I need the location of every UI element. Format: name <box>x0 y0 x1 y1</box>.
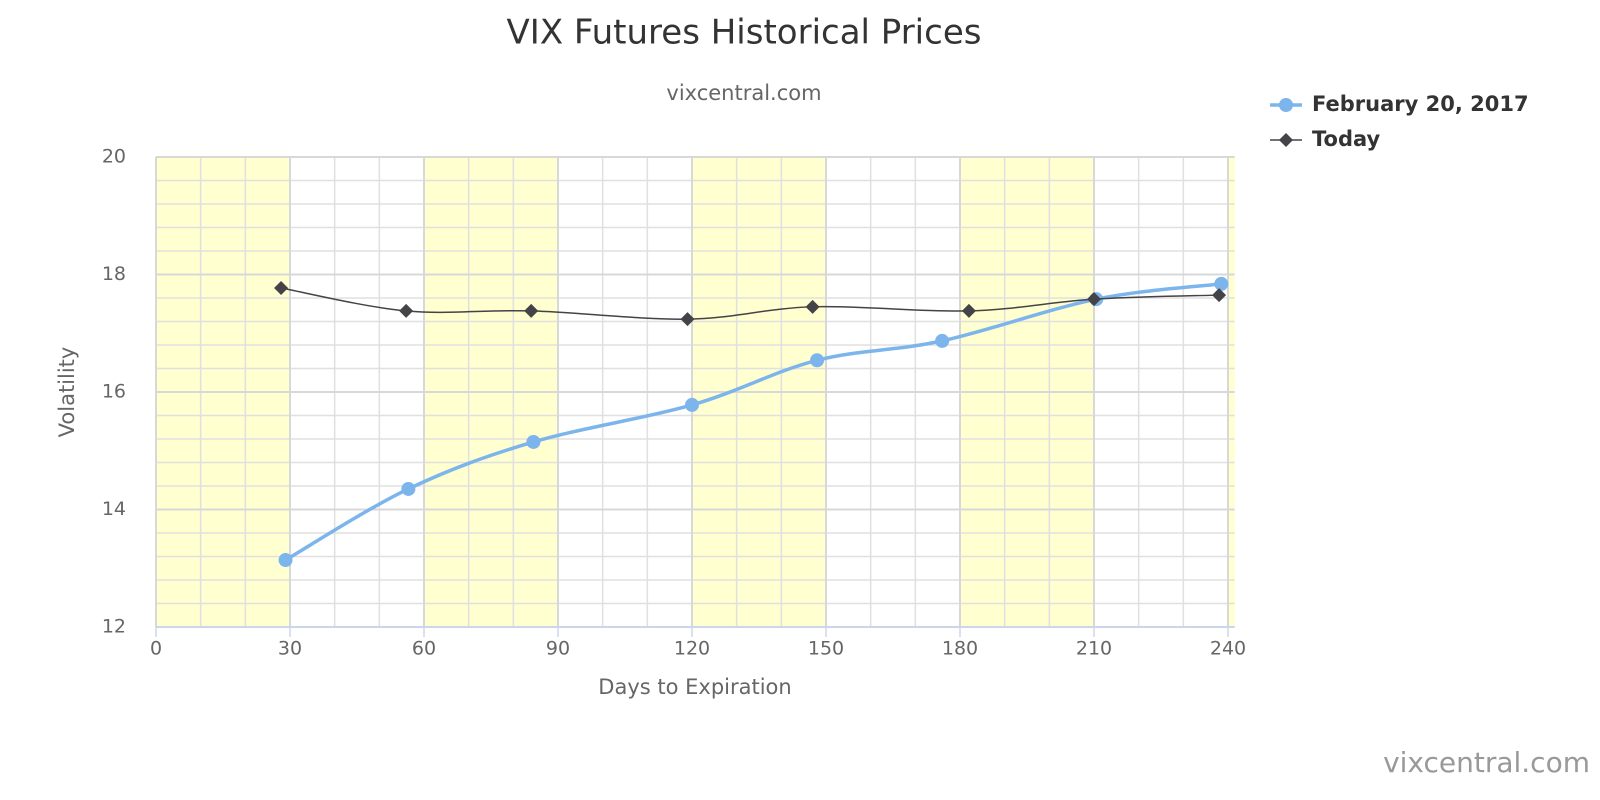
y-axis-label: Volatility <box>55 347 79 438</box>
x-tick-label: 90 <box>546 638 570 660</box>
legend-marker <box>1279 133 1293 147</box>
chart-title: VIX Futures Historical Prices <box>507 13 982 53</box>
y-tick-label: 20 <box>102 146 126 168</box>
x-tick-label: 30 <box>278 638 302 660</box>
x-tick-label: 210 <box>1076 638 1112 660</box>
marker <box>278 553 293 568</box>
x-axis-label: Days to Expiration <box>598 675 791 699</box>
marker <box>810 353 825 368</box>
x-tick-label: 240 <box>1210 638 1246 660</box>
x-tick-label: 120 <box>674 638 710 660</box>
legend-label: Today <box>1312 127 1381 151</box>
legend-label: February 20, 2017 <box>1312 92 1529 116</box>
marker <box>680 312 695 327</box>
series-line <box>280 287 1220 320</box>
marker <box>805 299 820 314</box>
chart-subtitle: vixcentral.com <box>666 81 821 105</box>
marker <box>526 434 541 449</box>
x-tick-label: 150 <box>808 638 844 660</box>
y-tick-label: 14 <box>102 498 126 520</box>
credits: vixcentral.com <box>1383 746 1590 779</box>
marker <box>1087 292 1101 307</box>
marker <box>399 303 414 318</box>
y-tick-label: 12 <box>102 616 126 638</box>
x-tick-label: 0 <box>150 638 162 660</box>
x-tick-label: 180 <box>942 638 978 660</box>
x-tick-label: 60 <box>412 638 436 660</box>
y-tick-label: 16 <box>102 381 126 403</box>
marker <box>401 481 416 496</box>
marker <box>935 333 950 348</box>
marker <box>961 303 976 318</box>
series-line <box>284 282 1222 562</box>
marker <box>685 397 699 412</box>
legend-marker <box>1279 98 1293 112</box>
marker <box>524 303 539 318</box>
marker <box>1212 288 1227 303</box>
y-tick-label: 18 <box>102 263 126 285</box>
marker <box>274 281 289 296</box>
marker <box>1214 276 1229 291</box>
